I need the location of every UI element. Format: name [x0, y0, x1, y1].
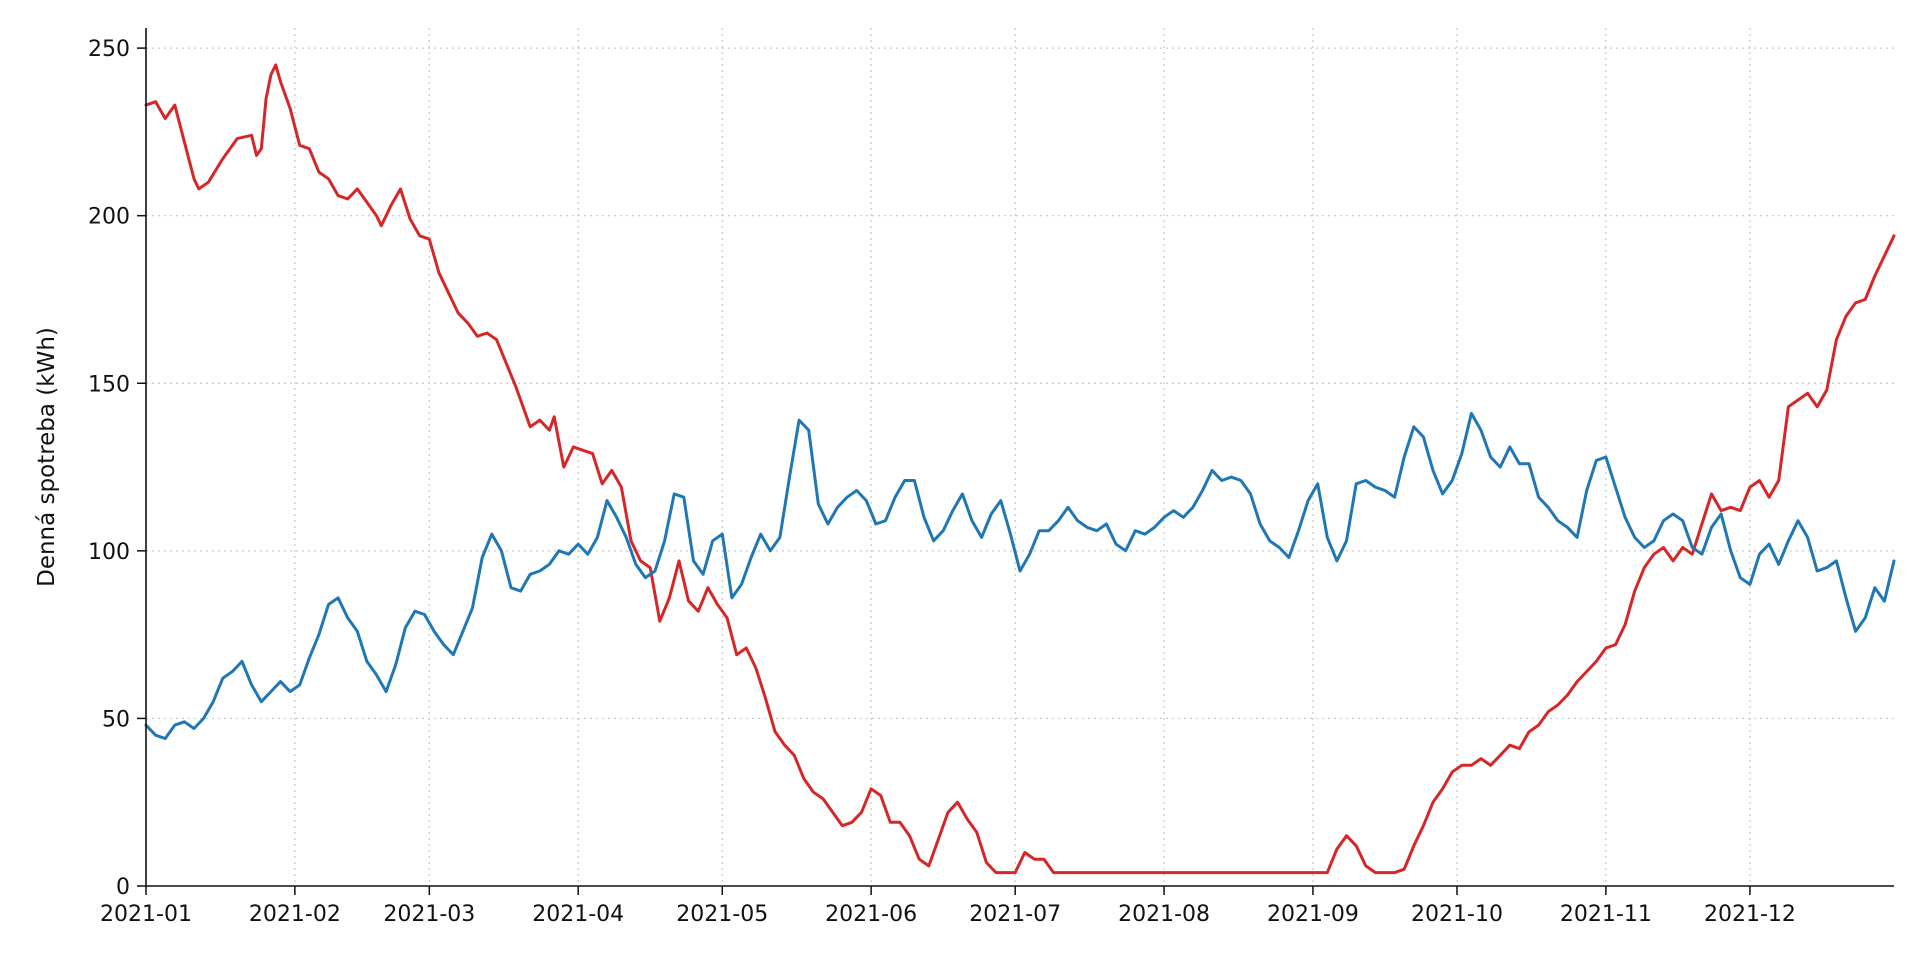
- x-tick-label: 2021-07: [969, 902, 1061, 927]
- y-tick-label: 0: [116, 875, 130, 900]
- x-tick-label: 2021-01: [100, 902, 192, 927]
- y-tick-label: 250: [88, 37, 130, 62]
- x-tick-label: 2021-09: [1267, 902, 1359, 927]
- axes-layer: [137, 28, 1894, 895]
- y-tick-label: 50: [102, 707, 130, 732]
- x-tick-label: 2021-06: [825, 902, 917, 927]
- x-tick-label: 2021-10: [1411, 902, 1503, 927]
- series-line-1: [144, 63, 1896, 875]
- x-tick-label: 2021-04: [532, 902, 624, 927]
- series-layer: [144, 63, 1896, 875]
- y-axis-label: Denná spotreba (kWh): [34, 327, 60, 587]
- x-tick-label: 2021-02: [249, 902, 341, 927]
- grid-layer: [146, 28, 1894, 886]
- x-tick-label: 2021-12: [1704, 902, 1796, 927]
- x-tick-label: 2021-03: [383, 902, 475, 927]
- series-line-2: [144, 411, 1896, 740]
- y-tick-label: 150: [88, 372, 130, 397]
- x-tick-label: 2021-11: [1560, 902, 1652, 927]
- x-tick-label: 2021-05: [676, 902, 768, 927]
- y-tick-label: 100: [88, 540, 130, 565]
- x-tick-label: 2021-08: [1118, 902, 1210, 927]
- labels-layer: 0 50 100 150 200 250 2021-01 2021-02 2021-03 2021…: [34, 37, 1796, 927]
- y-tick-label: 200: [88, 205, 130, 230]
